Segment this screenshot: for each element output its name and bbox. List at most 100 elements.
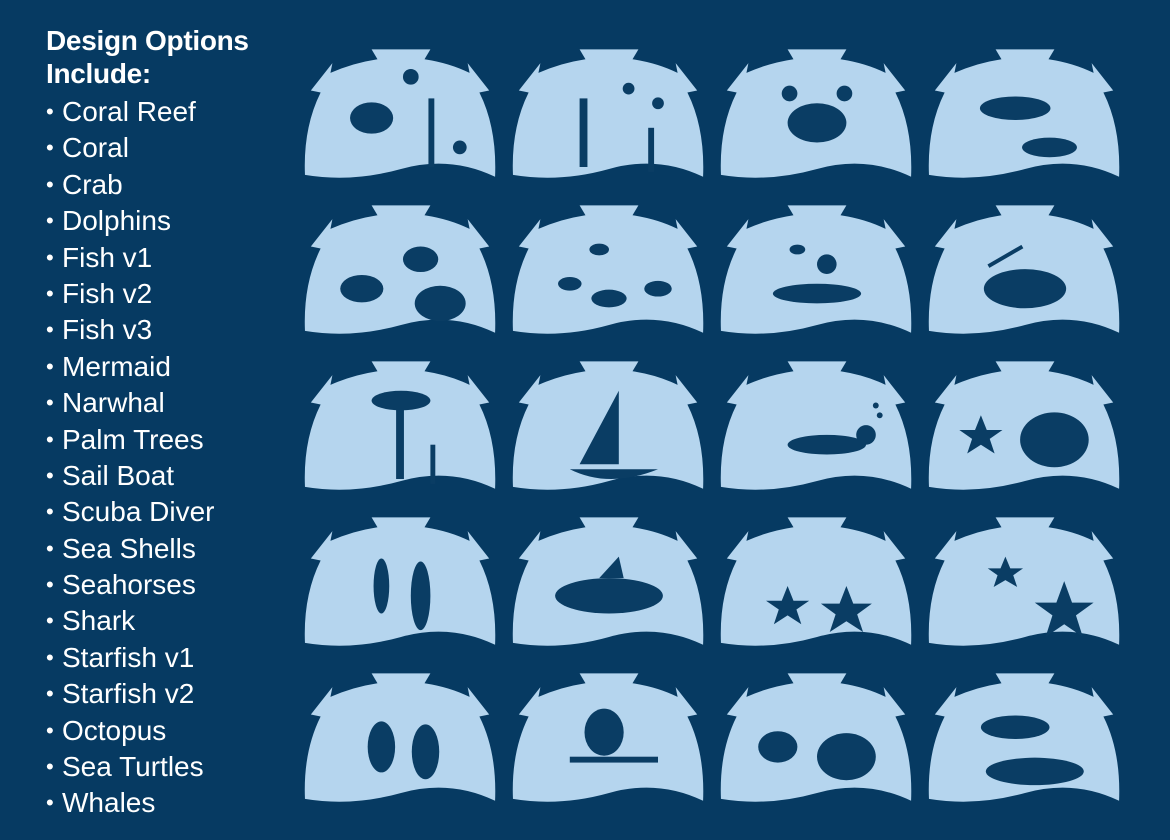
stencil-coral — [511, 48, 707, 188]
stencil-sea-turtles — [719, 672, 915, 812]
stencil-shape — [304, 673, 496, 802]
design-name: Sail Boat — [62, 459, 175, 491]
design-name: Seahorses — [62, 569, 196, 601]
design-list-item: • Sea Shells — [46, 531, 215, 567]
design-name: Sea Shells — [62, 532, 196, 564]
bullet: • — [46, 499, 54, 525]
stencil-mermaid — [927, 204, 1123, 344]
bullet: • — [46, 608, 54, 634]
bullet: • — [46, 390, 54, 416]
stencil-shape — [928, 517, 1120, 646]
stencil-shape — [720, 205, 912, 334]
bullet: • — [46, 462, 54, 488]
bullet: • — [46, 790, 54, 816]
heading-line1: Design Options — [46, 25, 249, 56]
stencil-fish-v3 — [719, 204, 915, 344]
design-name: Dolphins — [62, 205, 171, 237]
design-name: Coral — [62, 132, 129, 164]
design-name: Palm Trees — [62, 423, 204, 455]
stencil-dolphins — [927, 48, 1123, 188]
stencil-fish-v2 — [511, 204, 707, 344]
scuba-diver-silhouette-icon — [959, 412, 1089, 468]
stencil-starfish-v2 — [303, 672, 499, 812]
design-name: Scuba Diver — [62, 496, 215, 528]
stencil-crab — [719, 48, 915, 188]
design-list-item: • Dolphins — [46, 203, 215, 239]
fish-v2-silhouette-icon — [558, 243, 672, 308]
palm-trees-silhouette-icon — [569, 390, 658, 479]
design-list-item: • Fish v1 — [46, 240, 215, 276]
stencil-shape — [512, 49, 704, 178]
stencil-shape — [928, 361, 1120, 490]
design-list-item: • Sea Turtles — [46, 749, 215, 785]
stencil-shape — [304, 49, 496, 178]
design-name: Coral Reef — [62, 96, 196, 127]
heading-line2: Include: — [46, 58, 151, 89]
design-name: Octopus — [62, 714, 167, 746]
fish-v1-silhouette-icon — [340, 246, 466, 322]
design-name: Shark — [62, 605, 136, 637]
design-name: Whales — [62, 787, 156, 819]
design-list-item: • Starfish v2 — [46, 676, 215, 712]
bullet: • — [46, 353, 54, 379]
bullet: • — [46, 99, 54, 124]
bullet: • — [46, 717, 54, 743]
stencil-starfish-v1 — [927, 516, 1123, 656]
bullet: • — [46, 644, 54, 670]
design-list-item: • Fish v3 — [46, 312, 215, 348]
design-list-item: • Mermaid — [46, 349, 215, 385]
whales-silhouette-icon — [980, 715, 1084, 786]
seahorses-silhouette-icon — [555, 556, 663, 614]
design-list-item: • Fish v2 — [46, 276, 215, 312]
bullet: • — [46, 280, 54, 306]
stencil-shape — [720, 673, 912, 802]
stencil-sea-shells — [303, 516, 499, 656]
octopus-silhouette-icon — [569, 708, 658, 763]
coral-silhouette-icon — [579, 82, 664, 172]
design-name: Mermaid — [62, 350, 171, 382]
sea-shells-silhouette-icon — [373, 558, 431, 631]
starfish-v2-silhouette-icon — [367, 721, 440, 780]
shark-silhouette-icon — [766, 586, 872, 633]
stencil-whales — [927, 672, 1123, 812]
narwhal-silhouette-icon — [371, 390, 436, 484]
design-list-item: • Palm Trees — [46, 422, 215, 458]
bullet: • — [46, 572, 54, 598]
bullet: • — [46, 135, 54, 161]
stencil-shape — [720, 361, 912, 490]
stencil-shape — [512, 205, 704, 334]
crab-silhouette-icon — [781, 85, 853, 143]
design-name: Narwhal — [62, 387, 165, 419]
design-list-item: • Seahorses — [46, 567, 215, 603]
design-name: Starfish v1 — [62, 641, 195, 673]
stencil-seahorses — [511, 516, 707, 656]
design-name: Starfish v2 — [62, 678, 195, 710]
sea-turtles-silhouette-icon — [758, 731, 876, 781]
design-list-item: • Octopus — [46, 713, 215, 749]
stencil-shape — [304, 205, 496, 334]
coral-reef-silhouette-icon — [350, 69, 467, 167]
design-list-item: • Starfish v1 — [46, 640, 215, 676]
stencil-grid — [303, 48, 1123, 812]
stencil-shark — [719, 516, 915, 656]
starfish-v1-silhouette-icon — [987, 556, 1094, 637]
design-name: Fish v3 — [62, 314, 153, 346]
bullet: • — [46, 208, 54, 234]
design-list-item: • Crab — [46, 167, 215, 203]
design-list-item: • Shark — [46, 603, 215, 639]
mermaid-silhouette-icon — [983, 244, 1067, 309]
design-list: • Coral Reef • Coral • Crab • Dolphins • Fish v1 •… — [46, 94, 215, 822]
design-list-item: • Scuba Diver — [46, 494, 215, 530]
design-list-item: • Coral — [46, 130, 215, 166]
dolphins-silhouette-icon — [979, 96, 1077, 158]
stencil-octopus — [511, 672, 707, 812]
stencil-coral-reef — [303, 48, 499, 188]
stencil-sail-boat — [719, 360, 915, 500]
bullet: • — [46, 681, 54, 707]
design-list-item: • Narwhal — [46, 385, 215, 421]
design-name: Crab — [62, 168, 123, 200]
heading: Design Options Include: — [46, 24, 249, 90]
fish-v3-silhouette-icon — [772, 244, 862, 304]
bullet: • — [46, 317, 54, 343]
bullet: • — [46, 535, 54, 561]
